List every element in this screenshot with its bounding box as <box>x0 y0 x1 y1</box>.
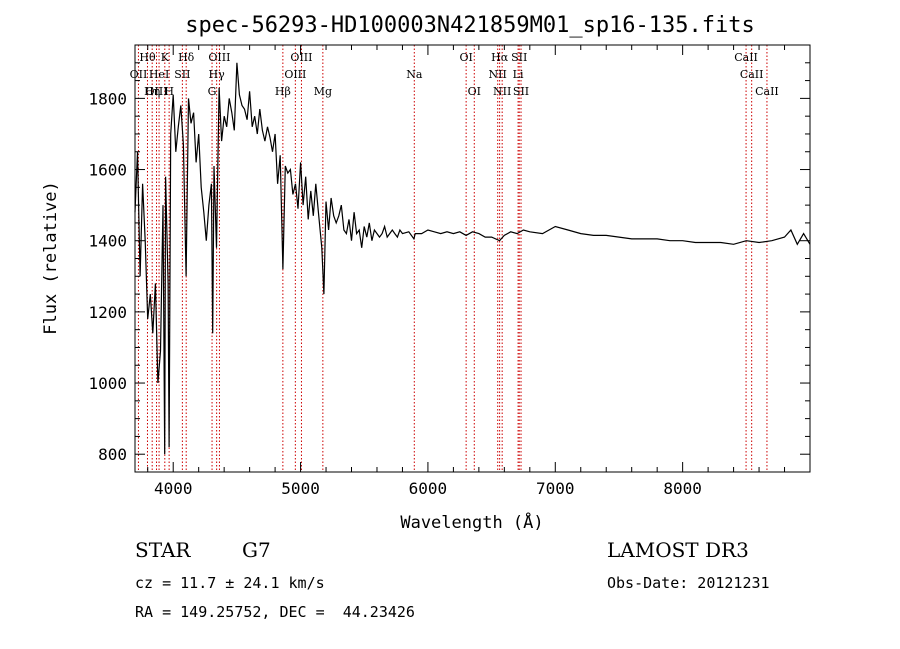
redshift-cz: cz = 11.7 ± 24.1 km/s <box>135 574 325 592</box>
line-label: Li <box>513 68 524 81</box>
line-label: OII <box>130 68 148 81</box>
line-label: Mg <box>314 85 332 98</box>
x-tick-label: 7000 <box>536 479 575 498</box>
spectrum-line <box>134 62 811 455</box>
line-label: SII <box>511 51 527 64</box>
y-tick-label: 1600 <box>88 161 127 180</box>
y-tick-label: 1800 <box>88 89 127 108</box>
y-tick-label: 1400 <box>88 232 127 251</box>
line-label: Hγ <box>209 68 226 81</box>
y-tick-label: 800 <box>98 445 127 464</box>
line-label: OIII <box>290 51 312 64</box>
line-label: OIII <box>208 51 230 64</box>
line-label: SII <box>513 85 529 98</box>
line-label: CaII <box>740 68 764 81</box>
line-label: CaII <box>755 85 779 98</box>
observation-date: Obs-Date: 20121231 <box>607 574 770 592</box>
line-label: Na <box>406 68 423 81</box>
line-label: G <box>208 85 217 98</box>
line-label: Hα <box>491 51 509 64</box>
object-class: STAR <box>135 538 191 562</box>
y-tick-label: 1000 <box>88 374 127 393</box>
x-tick-label: 8000 <box>663 479 702 498</box>
chart-title: spec-56293-HD100003N421859M01_sp16-135.f… <box>185 13 755 38</box>
x-tick-label: 6000 <box>409 479 448 498</box>
line-label: OIII <box>145 85 167 98</box>
line-label: HeI <box>149 68 169 81</box>
x-tick-label: 5000 <box>281 479 320 498</box>
line-label: NII <box>489 68 507 81</box>
line-label: Hβ <box>275 85 291 98</box>
line-label: CaII <box>734 51 758 64</box>
line-label: SII <box>174 68 190 81</box>
y-axis: 800 1000 1200 1400 1600 1800 <box>88 62 810 464</box>
x-tick-label: 4000 <box>154 479 193 498</box>
line-label: OI <box>459 51 472 64</box>
line-label: Hη <box>144 85 160 98</box>
plot-frame <box>134 44 811 473</box>
line-label: K <box>161 51 170 64</box>
line-label: OIII <box>284 68 306 81</box>
subclass: G7 <box>242 538 271 562</box>
y-tick-label: 1200 <box>88 303 127 322</box>
x-axis-label: Wavelength (Å) <box>400 511 543 533</box>
spectral-line-markers <box>137 45 768 472</box>
line-label: Hδ <box>178 51 195 64</box>
survey-name: LAMOST DR3 <box>607 538 749 562</box>
line-label: NII <box>493 85 511 98</box>
x-axis: 4000 5000 6000 7000 8000 <box>147 45 786 498</box>
line-label: H <box>164 85 174 98</box>
line-label: Hθ <box>139 51 156 64</box>
line-label: OI <box>468 85 481 98</box>
ra-dec-coordinates: RA = 149.25752, DEC = 44.23426 <box>135 603 415 621</box>
y-axis-label: Flux (relative) <box>41 181 61 335</box>
